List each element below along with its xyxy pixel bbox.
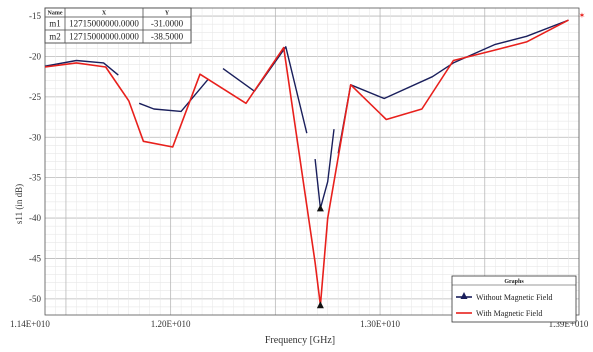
series-2 bbox=[44, 19, 569, 307]
marker-m2 bbox=[316, 301, 324, 309]
x-tick-label: 1.20E+010 bbox=[151, 319, 191, 329]
marker-table-value: 12715000000.0000 bbox=[69, 32, 139, 42]
series-line-segment bbox=[314, 129, 335, 210]
marker-table-value: -38.5000 bbox=[151, 32, 184, 42]
series-line-segment bbox=[44, 19, 569, 307]
plot-frame bbox=[44, 7, 580, 316]
legend-item: With Magnetic Field bbox=[456, 309, 542, 318]
marker-table-header: Y bbox=[165, 11, 170, 17]
marker-triangle-icon bbox=[316, 204, 324, 212]
x-tick-label: 1.39E+010 bbox=[549, 319, 589, 329]
legend-marker-icon bbox=[460, 292, 468, 299]
x-axis-label: Frequency [GHz] bbox=[265, 335, 335, 346]
legend: Graphs Without Magnetic Field With Magnet… bbox=[451, 275, 577, 323]
marker-table-value: m2 bbox=[49, 32, 61, 42]
y-axis-label: s11 (in dB) bbox=[14, 184, 24, 224]
marker-table-value: m1 bbox=[49, 19, 61, 29]
legend-item: Without Magnetic Field bbox=[456, 292, 553, 302]
x-tick-label: 1.30E+010 bbox=[360, 319, 400, 329]
x-tick-label: 1.14E+010 bbox=[10, 319, 50, 329]
marker-table-cell bbox=[142, 29, 192, 44]
series-lines bbox=[44, 19, 569, 307]
axis-ticks: -15 -20 -25 -30 -35 -40 -45 -50 1.14E+010 1.20E+0… bbox=[10, 11, 589, 329]
y-tick-label: -35 bbox=[29, 173, 41, 183]
series-1 bbox=[44, 19, 569, 210]
marker-table: Name X Ym1 12715000000.0000 -31.0000 m2 127150… bbox=[44, 7, 192, 44]
y-tick-label: -20 bbox=[29, 51, 41, 61]
y-tick-label: -30 bbox=[29, 132, 41, 142]
marker-table-value: -31.0000 bbox=[151, 19, 184, 29]
marker-triangle-icon bbox=[316, 301, 324, 309]
legend-label: Without Magnetic Field bbox=[476, 293, 553, 302]
series-line-segment bbox=[138, 78, 209, 113]
legend-box bbox=[451, 275, 577, 323]
marker-table-value: 12715000000.0000 bbox=[69, 19, 139, 29]
marker-m1 bbox=[316, 204, 324, 212]
series-line-segment bbox=[337, 19, 569, 154]
markers bbox=[316, 204, 324, 309]
series-line-segment bbox=[44, 59, 119, 76]
y-tick-label: -45 bbox=[29, 253, 41, 263]
marker-table-header: Name bbox=[48, 11, 63, 17]
y-tick-label: -40 bbox=[29, 213, 41, 223]
legend-label: With Magnetic Field bbox=[476, 309, 542, 318]
corner-marker-icon: ✶ bbox=[579, 11, 586, 20]
y-tick-label: -50 bbox=[29, 294, 41, 304]
y-tick-label: -15 bbox=[29, 11, 41, 21]
legend-title: Graphs bbox=[504, 279, 524, 285]
legend-items: Without Magnetic Field With Magnetic Fiel… bbox=[456, 292, 553, 318]
marker-table-header: X bbox=[102, 11, 107, 17]
y-tick-label: -25 bbox=[29, 92, 41, 102]
